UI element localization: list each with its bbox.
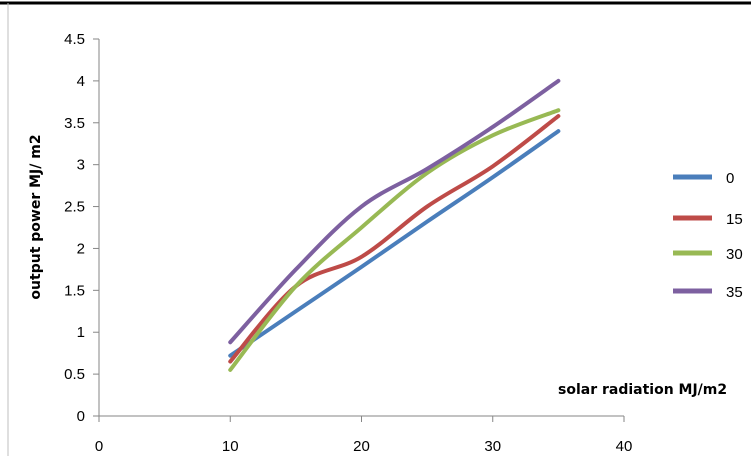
x-axis-title: solar radiation MJ/m2 bbox=[558, 382, 727, 398]
series-line-0 bbox=[228, 129, 561, 358]
y-ticks: 0 0.5 1 1.5 2 2.5 3 3.5 4 4.5 bbox=[64, 31, 99, 425]
y-axis: 0 0.5 1 1.5 2 2.5 3 3.5 4 4.5 output power MJ/ m2 bbox=[28, 31, 100, 425]
series-line-35 bbox=[228, 78, 561, 345]
legend-label-30: 30 bbox=[726, 246, 743, 263]
y-tick-label: 4.5 bbox=[64, 31, 85, 48]
y-tick-label: 1 bbox=[77, 324, 85, 341]
legend-label-35: 35 bbox=[726, 284, 743, 301]
x-tick-label: 40 bbox=[616, 438, 633, 455]
x-ticks: 0 10 20 30 40 bbox=[95, 416, 633, 455]
y-tick-label: 0.5 bbox=[64, 366, 85, 383]
y-tick-label: 1.5 bbox=[64, 282, 85, 299]
y-tick-label: 2.5 bbox=[64, 199, 85, 216]
x-tick-label: 10 bbox=[222, 438, 239, 455]
series-line-15 bbox=[228, 114, 561, 364]
y-tick-label: 0 bbox=[77, 408, 85, 425]
y-tick-label: 2 bbox=[77, 240, 85, 257]
y-axis-title: output power MJ/ m2 bbox=[28, 134, 44, 299]
y-tick-label: 3.5 bbox=[64, 115, 85, 132]
x-tick-label: 30 bbox=[484, 438, 501, 455]
x-tick-label: 20 bbox=[353, 438, 370, 455]
y-tick-label: 3 bbox=[77, 157, 85, 174]
series-line-30 bbox=[228, 108, 561, 372]
legend: 0 15 30 35 bbox=[673, 170, 743, 301]
legend-label-15: 15 bbox=[726, 211, 743, 228]
x-axis: 0 10 20 30 40 solar radiation MJ/m2 bbox=[95, 382, 727, 455]
x-tick-label: 0 bbox=[95, 438, 103, 455]
y-tick-label: 4 bbox=[77, 73, 85, 90]
legend-label-0: 0 bbox=[726, 170, 734, 187]
series-lines bbox=[228, 78, 561, 372]
